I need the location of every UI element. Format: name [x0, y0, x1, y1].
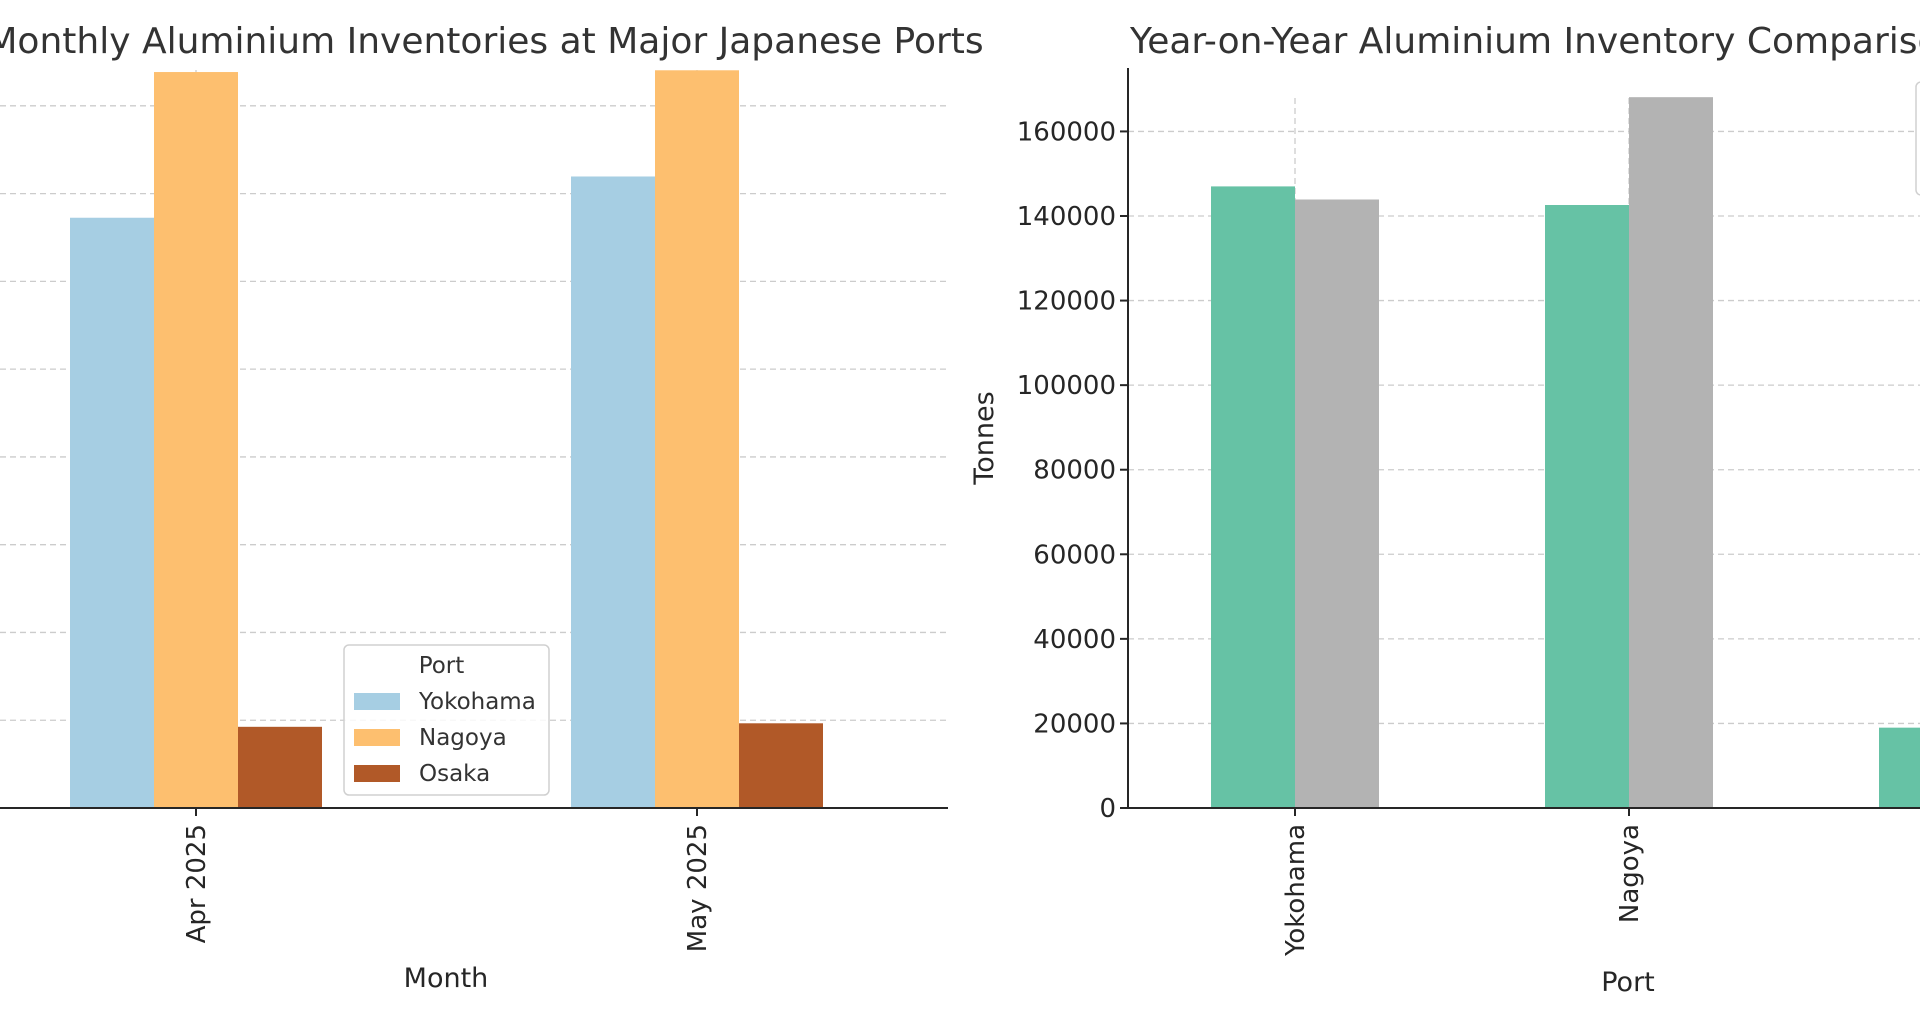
y-tick-label: 140000 [1017, 202, 1116, 232]
x-tick-label: May 2025 [683, 824, 713, 952]
x-tick-label: Nagoya [1615, 824, 1645, 923]
bar [571, 176, 655, 809]
bar [1629, 97, 1713, 809]
y-tick-label: 0 [1099, 794, 1116, 824]
bar [238, 726, 322, 808]
legend-box [1915, 81, 1920, 196]
yoy-comparison-chart: Year-on-Year Aluminium Inventory Compari… [969, 21, 1920, 998]
bar [1545, 205, 1629, 808]
x-tick-label: Apr 2025 [182, 824, 212, 943]
y-axis-label: Tonnes [969, 391, 1000, 485]
chart-title: Monthly Aluminium Inventories at Major J… [0, 21, 984, 62]
bar [1295, 199, 1379, 809]
monthly-inventory-chart: Monthly Aluminium Inventories at Major J… [0, 21, 984, 994]
x-axis-label: Port [1601, 967, 1655, 998]
legend-swatch [354, 765, 400, 782]
y-tick-label: 80000 [1033, 456, 1116, 486]
bar [70, 217, 154, 809]
y-tick-label: 160000 [1017, 117, 1116, 147]
bar [1211, 186, 1295, 808]
x-tick-label: Yokohama [1281, 824, 1311, 957]
legend-swatch [354, 729, 400, 746]
bar [154, 72, 238, 809]
bar [1879, 727, 1920, 808]
legend-swatch [354, 693, 400, 710]
y-tick-label: 60000 [1033, 540, 1116, 570]
bar [739, 723, 823, 808]
y-tick-label: 40000 [1033, 625, 1116, 655]
y-tick-label: 100000 [1017, 371, 1116, 401]
chart-title: Year-on-Year Aluminium Inventory Compari… [1129, 21, 1920, 62]
y-tick-label: 120000 [1017, 287, 1116, 317]
x-axis-label: Month [404, 963, 489, 994]
y-tick-label: 20000 [1033, 709, 1116, 739]
legend-box [343, 644, 550, 796]
legend-entry: Yokohama [418, 689, 536, 715]
bar [655, 70, 739, 809]
legend-entry: Osaka [419, 761, 490, 787]
legend-entry: Nagoya [419, 725, 507, 751]
legend-title: Port [419, 653, 465, 679]
